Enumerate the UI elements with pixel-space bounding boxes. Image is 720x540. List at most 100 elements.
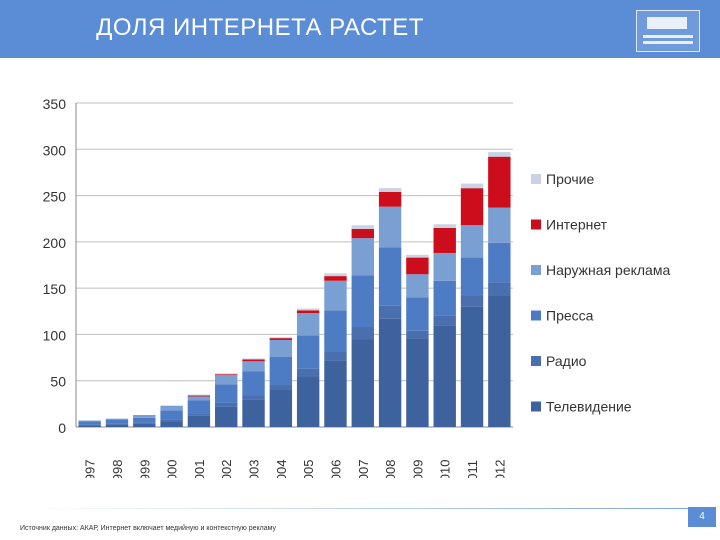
bar-segment [242, 399, 265, 427]
bar-segment [187, 394, 211, 396]
bar-segment [160, 410, 183, 420]
logo-icon [636, 10, 700, 52]
bar-segment [105, 424, 129, 427]
y-tick-label: 350 [43, 96, 67, 112]
bar-segment [460, 295, 484, 307]
bar-segment [296, 310, 320, 314]
legend-swatch [531, 219, 541, 230]
bar-segment [269, 338, 293, 340]
bar-segment [433, 227, 456, 253]
bar-segment [488, 156, 511, 208]
bar-segment [160, 405, 183, 411]
bar-segment [324, 280, 347, 311]
bar-segment [78, 420, 101, 422]
bar-segment [296, 313, 320, 336]
legend-label: Пресса [546, 308, 594, 324]
bar-segment [242, 395, 265, 400]
bar-segment [215, 374, 238, 376]
x-tick-label: 1998 [110, 460, 125, 478]
bar-segment [460, 188, 484, 226]
x-tick-label: 2000 [165, 460, 180, 478]
bar-segment [215, 384, 238, 403]
bar-segment [269, 389, 293, 427]
bar-segment [296, 308, 320, 311]
bar-segment [378, 206, 402, 248]
bar-segment [105, 423, 129, 425]
bar-segment [133, 417, 156, 423]
x-tick-label: 2012 [492, 460, 507, 478]
bar-segment [351, 275, 374, 328]
bar-segment [215, 375, 238, 385]
x-tick-label: 2005 [301, 460, 316, 478]
x-tick-label: 2002 [219, 460, 234, 478]
bar-segment [488, 282, 511, 296]
bar-segment [378, 188, 402, 192]
legend-label: Наружная реклама [546, 262, 670, 278]
bar-segment [378, 318, 402, 427]
bar-segment [433, 224, 456, 228]
y-tick-label: 300 [43, 142, 67, 158]
bar-segment [187, 400, 211, 414]
bar-segment [242, 358, 265, 360]
bar-segment [269, 356, 293, 385]
bar-segment [105, 419, 129, 424]
bar-segment [351, 339, 374, 427]
x-tick-label: 1999 [137, 460, 152, 478]
bar-segment [460, 225, 484, 258]
x-tick-label: 2001 [192, 460, 207, 478]
bar-segment [187, 396, 211, 401]
x-tick-label: 2003 [247, 460, 262, 478]
legend-label: Радио [546, 353, 587, 369]
bar-segment [406, 338, 429, 427]
x-tick-label: 2011 [465, 460, 480, 478]
bar-segment [406, 274, 429, 298]
bar-segment [488, 242, 511, 283]
bar-segment [433, 315, 456, 326]
legend-swatch [531, 174, 541, 184]
bar-segment [133, 423, 156, 427]
bar-segment [187, 395, 211, 397]
bar-segment [242, 359, 265, 362]
legend-label: Интернет [546, 217, 608, 233]
y-tick-label: 200 [43, 235, 67, 251]
bar-segment [351, 327, 374, 340]
slide-header: ДОЛЯ ИНТЕРНЕТА РАСТЕТ [0, 0, 720, 58]
bar-segment [324, 273, 347, 277]
bar-segment [187, 413, 211, 416]
bar-segment [78, 425, 101, 427]
bar-segment [433, 280, 456, 316]
bar-segment [378, 247, 402, 306]
x-tick-label: 2004 [274, 460, 289, 478]
x-tick-label: 2006 [328, 460, 343, 478]
stacked-bar-chart: 0 50 100 150 200 250 300 350 1997 1998 1999 2000 200… [43, 96, 671, 478]
legend-swatch [531, 401, 541, 412]
bar-segment [378, 191, 402, 207]
y-tick-label: 250 [43, 189, 67, 205]
bar-segment [351, 238, 374, 276]
bar-segment [105, 418, 129, 420]
bar-segment [269, 384, 293, 390]
bar-segment [269, 337, 293, 339]
x-tick-label: 2007 [356, 460, 371, 478]
bar-segment [133, 422, 156, 424]
bar-segment [133, 414, 156, 418]
bar-segment [406, 254, 429, 258]
bar-segment [78, 424, 101, 426]
footer-divider [20, 508, 688, 509]
x-tick-label: 2010 [438, 460, 453, 478]
y-tick-label: 0 [58, 420, 66, 436]
bar-segment [433, 325, 456, 427]
bar-segment [488, 152, 511, 157]
bar-segment [296, 368, 320, 377]
legend-label: Телевидение [546, 399, 632, 415]
page-number: 4 [688, 507, 716, 527]
bar-segment [351, 225, 374, 229]
legend-swatch [531, 265, 541, 275]
bar-segment [242, 371, 265, 396]
y-tick-label: 100 [43, 327, 67, 343]
bar-segment [433, 252, 456, 281]
bar-segment [160, 419, 183, 422]
bar-segment [296, 376, 320, 427]
bar-segment [460, 183, 484, 189]
bar-segment [215, 373, 238, 375]
